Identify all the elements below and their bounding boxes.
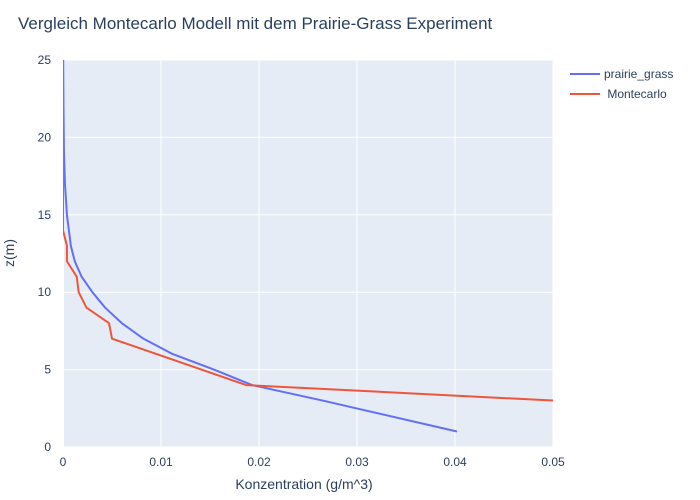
y-tick-label: 15 (38, 208, 52, 222)
x-tick-label: 0.04 (443, 455, 467, 469)
x-tick-label: 0 (60, 455, 67, 469)
y-axis-title: z(m) (1, 239, 17, 267)
y-tick-label: 20 (38, 130, 52, 144)
y-tick-label: 0 (44, 440, 51, 454)
y-tick-label: 25 (38, 53, 52, 67)
plot-background (63, 60, 553, 447)
grid (62, 59, 554, 448)
legend-label-montecarlo: Montecarlo (604, 87, 667, 101)
series-line-montecarlo (63, 60, 553, 402)
x-tick-label: 0.01 (149, 455, 173, 469)
x-tick-label: 0.03 (345, 455, 369, 469)
legend[interactable]: prairie_grass Montecarlo (570, 67, 673, 101)
x-tick-label: 0.05 (541, 455, 565, 469)
chart-title: Vergleich Montecarlo Modell mit dem Prai… (18, 14, 493, 33)
x-tick-label: 0.02 (247, 455, 271, 469)
y-tick-label: 5 (44, 363, 51, 377)
legend-item-prairie-grass[interactable]: prairie_grass (570, 67, 673, 81)
series-layer (63, 60, 553, 433)
legend-label-prairie-grass: prairie_grass (604, 67, 673, 81)
tick-labels: 0 0.01 0.02 0.03 0.04 0.05 0 5 10 15 20 25 (38, 53, 565, 469)
x-axis-title: Konzentration (g/m^3) (235, 476, 372, 492)
legend-item-montecarlo[interactable]: Montecarlo (570, 87, 667, 101)
y-tick-label: 10 (38, 285, 52, 299)
